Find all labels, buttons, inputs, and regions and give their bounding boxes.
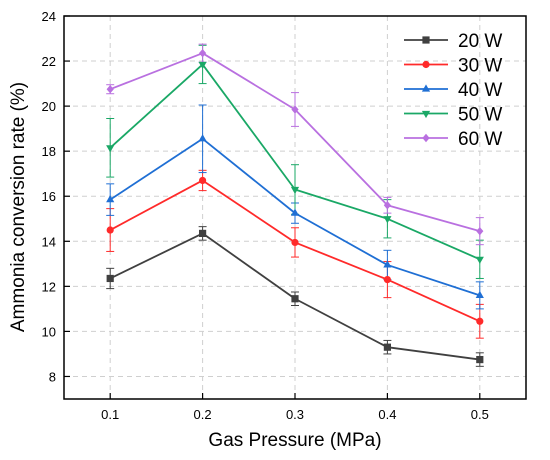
data-point (198, 61, 207, 70)
data-point (291, 295, 299, 303)
data-point (383, 343, 391, 351)
legend-marker (422, 133, 430, 143)
data-point (106, 195, 115, 203)
legend-marker (421, 84, 431, 92)
data-point (199, 48, 207, 58)
x-tick-labels: 0.1 0.2 0.3 0.4 0.5 (101, 407, 489, 422)
legend-label: 40 W (458, 80, 502, 101)
data-point (106, 85, 114, 94)
data-point (198, 134, 207, 142)
x-axis-title: Gas Pressure (MPa) (208, 430, 381, 451)
y-tick-label: 22 (42, 54, 56, 69)
error-bars (106, 43, 484, 367)
data-point (476, 355, 484, 364)
data-point (475, 256, 484, 264)
data-point (383, 260, 392, 268)
data-point (106, 226, 114, 234)
y-tick-label: 20 (42, 99, 56, 114)
data-point (291, 238, 299, 247)
y-axis-title: Ammonia conversion rate (%) (8, 82, 29, 332)
x-tick-label: 0.3 (286, 407, 304, 422)
legend-label: 30 W (458, 56, 502, 77)
y-tick-label: 12 (42, 279, 56, 294)
legend: 20 W 30 W 40 W 50 W 60 W (404, 31, 502, 150)
legend-label: 60 W (458, 129, 502, 150)
legend-marker (422, 60, 430, 69)
y-tick-label: 16 (42, 189, 56, 204)
data-point (106, 145, 115, 153)
legend-label: 20 W (458, 31, 502, 52)
data-point (383, 275, 391, 284)
x-tick-label: 0.1 (101, 407, 119, 422)
y-tick-label: 8 (49, 369, 56, 384)
data-point (199, 176, 207, 185)
axis-ticks (64, 15, 481, 399)
x-tick-label: 0.5 (471, 407, 489, 422)
y-tick-label: 18 (42, 144, 56, 159)
data-point (383, 216, 392, 224)
y-tick-labels: 8 10 12 14 16 18 20 22 24 (42, 9, 56, 384)
data-point (476, 317, 484, 325)
data-point (106, 274, 114, 283)
data-point (383, 201, 391, 210)
y-tick-label: 14 (42, 234, 56, 249)
data-point (475, 290, 484, 298)
y-tick-label: 10 (42, 324, 56, 339)
legend-label: 50 W (458, 105, 502, 126)
legend-marker (422, 36, 430, 44)
series-markers (106, 48, 484, 364)
legend-marker (421, 110, 431, 119)
data-point (291, 105, 299, 114)
data-point (199, 229, 207, 238)
x-tick-label: 0.2 (194, 407, 212, 422)
data-point (290, 208, 300, 216)
y-tick-label: 24 (42, 9, 56, 24)
data-point (476, 226, 484, 236)
data-point (290, 186, 300, 195)
x-tick-label: 0.4 (378, 407, 396, 422)
